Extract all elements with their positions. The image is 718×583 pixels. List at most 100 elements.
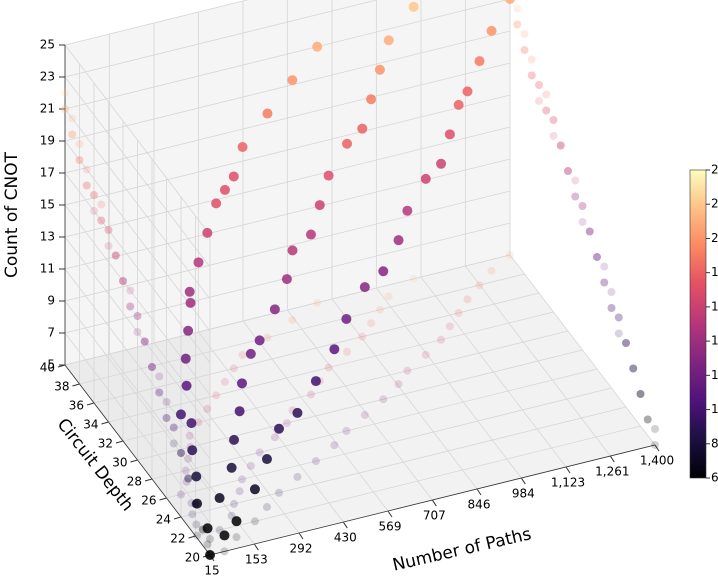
left-shadow [162, 414, 171, 422]
left-shadow [162, 398, 171, 406]
right-shadow [535, 81, 543, 89]
grid-line [64, 268, 211, 460]
point [273, 423, 284, 434]
point [228, 171, 239, 182]
floor-shadow [182, 477, 191, 486]
left-shadow [133, 312, 142, 320]
right-shadow [564, 167, 572, 175]
floor-shadow [409, 274, 418, 283]
right-shadow [513, 4, 522, 13]
right-shadow [564, 167, 572, 175]
right-shadow [607, 304, 616, 312]
point [312, 41, 323, 52]
right-shadow [629, 364, 638, 373]
floor-shadow [262, 503, 271, 512]
floor-shadow [263, 333, 272, 342]
floor-shadow [230, 499, 239, 508]
floor-shadow [330, 441, 339, 450]
left-shadow [111, 251, 120, 260]
floor-shadow [250, 517, 259, 526]
floor-shadow [445, 322, 454, 331]
right-shadow [571, 176, 580, 185]
x-tick [609, 455, 615, 463]
x-tick-label: 1,400 [640, 454, 674, 468]
right-shadow [564, 167, 572, 175]
left-shadow [90, 191, 98, 199]
left-shadow [82, 181, 91, 190]
point [245, 348, 256, 359]
point [402, 205, 413, 216]
point [462, 86, 473, 97]
point [420, 173, 431, 184]
y-tick-label: 22 [170, 532, 185, 546]
grid-line [93, 292, 540, 404]
y-tick-label: 38 [54, 380, 69, 394]
grid-line [64, 332, 211, 524]
point [378, 266, 389, 277]
left-shadow [169, 423, 178, 432]
floor-shadow [194, 418, 203, 427]
left-shadow [148, 363, 156, 371]
z-tick-label: 11 [40, 262, 55, 276]
point [186, 418, 197, 429]
point [231, 516, 242, 527]
point [357, 123, 368, 134]
right-shadow [629, 364, 638, 373]
right-shadow [585, 227, 594, 236]
floor-shadow [358, 332, 367, 341]
floor-shadow [270, 433, 279, 442]
point [249, 484, 260, 495]
point [191, 471, 202, 482]
grid-line [64, 126, 511, 238]
left-shadow [97, 200, 106, 209]
floor-shadow [306, 390, 315, 399]
axis-line [64, 364, 211, 556]
y-tick-label: 34 [83, 418, 98, 432]
right-shadow [513, 20, 522, 29]
left-shadow [68, 130, 77, 139]
z-tick-label: 9 [47, 294, 55, 308]
right-shadow [520, 30, 529, 38]
right-shadow [520, 46, 529, 54]
floor-shadow [375, 305, 384, 314]
grid-line [108, 311, 554, 423]
right-shadow [636, 390, 645, 398]
left-shadow [140, 337, 149, 346]
z-tick-label: 13 [40, 230, 55, 244]
point [305, 229, 316, 240]
point [219, 530, 230, 541]
z-tick-label: 5 [47, 358, 55, 372]
left-shadow [177, 449, 185, 457]
point [281, 274, 292, 285]
grid-line [64, 140, 211, 332]
point [408, 1, 419, 12]
right-shadow [629, 364, 638, 373]
left-shadow [140, 337, 149, 346]
left-shadow [155, 372, 164, 381]
x-tick-label: 1,261 [595, 465, 629, 479]
y-tick [159, 497, 167, 501]
y-tick [144, 478, 153, 482]
y-tick [173, 516, 182, 520]
right-shadow [542, 90, 551, 99]
floor-shadow [185, 431, 194, 440]
left-shadow [140, 337, 149, 346]
floor-shadow [379, 395, 388, 404]
grid-line [64, 300, 211, 492]
x-tick-label: 846 [468, 498, 491, 512]
point [505, 0, 515, 4]
grid-line [195, 425, 641, 537]
left-shadow [119, 277, 127, 285]
z-tick-label: 17 [40, 166, 55, 180]
point [444, 129, 455, 140]
right-shadow [542, 106, 551, 115]
floor-shadow [188, 510, 197, 519]
point [453, 99, 464, 110]
floor-shadow [394, 380, 403, 389]
left-shadow [169, 439, 178, 448]
x-tick-label: 430 [334, 531, 357, 545]
colorbar-tick-label: 8 [711, 436, 718, 450]
point [234, 406, 245, 417]
x-tick [387, 510, 393, 518]
